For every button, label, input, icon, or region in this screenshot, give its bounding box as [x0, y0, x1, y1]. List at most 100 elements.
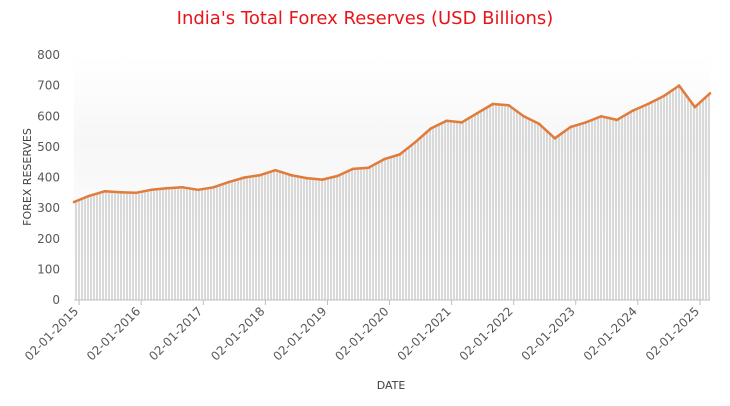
- area-bar: [270, 171, 272, 300]
- area-bar: [327, 178, 329, 300]
- data-point: [522, 115, 525, 118]
- area-bar: [405, 150, 407, 300]
- area-bar: [708, 95, 710, 300]
- area-bar: [519, 112, 521, 301]
- area-bar: [681, 88, 683, 300]
- data-point: [87, 194, 91, 198]
- area-bar: [531, 119, 533, 300]
- area-bar: [456, 121, 458, 300]
- area-bar: [702, 100, 704, 300]
- area-bar: [207, 188, 209, 300]
- area-bar: [567, 129, 569, 300]
- area-bar: [471, 116, 473, 300]
- area-bar: [90, 195, 92, 300]
- area-bar: [210, 187, 212, 300]
- data-point: [351, 167, 355, 171]
- data-point: [72, 200, 76, 204]
- area-bar: [474, 115, 476, 300]
- area-bar: [387, 158, 389, 300]
- x-tick-label: 02-01-2025: [643, 304, 702, 363]
- area-bar: [666, 94, 668, 300]
- data-point: [274, 168, 277, 172]
- area-bar: [156, 189, 158, 300]
- area-bar: [543, 127, 545, 300]
- area-bar: [165, 188, 167, 300]
- data-point: [677, 84, 681, 87]
- data-point: [289, 173, 293, 177]
- data-point: [646, 102, 650, 106]
- area-bar: [492, 104, 494, 300]
- area-bar: [171, 187, 173, 300]
- area-bar: [576, 125, 578, 300]
- area-bar: [636, 109, 638, 300]
- x-tick-label: 02-01-2017: [146, 304, 205, 363]
- area-bar: [93, 194, 95, 300]
- area-bar: [462, 122, 464, 300]
- data-point: [321, 178, 324, 181]
- area-bar: [273, 170, 275, 300]
- area-bar: [489, 106, 491, 300]
- y-tick-label: 300: [37, 201, 60, 215]
- area-bar: [699, 103, 701, 300]
- area-bar: [189, 188, 191, 300]
- area-bar: [696, 106, 698, 300]
- data-point: [429, 127, 433, 130]
- data-point: [599, 115, 603, 118]
- area-bar: [426, 132, 428, 300]
- area-bar: [339, 175, 341, 300]
- area-bar: [651, 102, 653, 301]
- series-line: [73, 84, 711, 204]
- area-bar: [477, 113, 479, 301]
- area-bar: [195, 189, 197, 300]
- data-point: [584, 121, 588, 124]
- area-bar: [255, 175, 257, 300]
- area-bar: [663, 96, 665, 300]
- data-point: [662, 95, 665, 98]
- area-bar: [459, 122, 461, 300]
- area-bar: [366, 167, 368, 300]
- area-bar: [201, 189, 203, 300]
- area-bar: [552, 135, 554, 300]
- area-bar: [570, 127, 572, 300]
- area-bar: [498, 104, 500, 300]
- data-point: [134, 191, 138, 195]
- area-bar: [342, 173, 344, 300]
- area-bar: [438, 124, 440, 300]
- area-bar: [159, 188, 161, 300]
- area-bar: [87, 196, 89, 300]
- area-bar: [129, 192, 131, 300]
- area-bar: [483, 109, 485, 301]
- area-bar: [390, 157, 392, 300]
- y-tick-label: 200: [37, 232, 60, 246]
- area-bar: [402, 152, 404, 300]
- area-bar: [690, 100, 692, 301]
- area-bar: [291, 175, 293, 300]
- area-bar: [282, 172, 284, 300]
- area-bar: [249, 176, 251, 300]
- data-point: [243, 176, 246, 179]
- area-bar: [153, 189, 155, 300]
- area-bar: [450, 121, 452, 301]
- area-bar: [258, 175, 260, 300]
- chart-title: India's Total Forex Reserves (USD Billio…: [176, 8, 554, 29]
- area-bar: [510, 106, 512, 300]
- data-point: [259, 173, 262, 177]
- data-point: [537, 122, 541, 126]
- y-tick-label: 400: [37, 171, 60, 185]
- area-bar: [564, 131, 566, 300]
- area-bar: [141, 191, 143, 300]
- area-bar: [624, 115, 626, 301]
- area-bar: [588, 121, 590, 300]
- area-bar: [633, 110, 635, 300]
- area-bar: [579, 124, 581, 300]
- area-bar: [297, 176, 299, 300]
- area-bar: [174, 187, 176, 300]
- area-bar: [675, 88, 677, 300]
- area-bar: [453, 121, 455, 300]
- area-bar: [384, 159, 386, 300]
- x-tick-label: 02-01-2018: [208, 304, 267, 363]
- area-bar: [618, 119, 620, 301]
- area-bar: [81, 199, 83, 300]
- area-bar: [261, 174, 263, 300]
- area-bar: [420, 137, 422, 300]
